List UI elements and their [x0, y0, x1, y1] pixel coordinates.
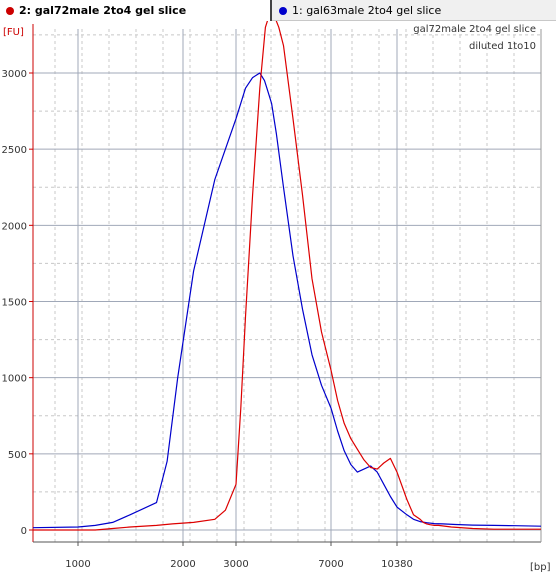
x-tick-label: 7000	[318, 559, 343, 570]
y-tick-label: 500	[8, 450, 27, 461]
red-dot-icon	[6, 6, 14, 15]
x-axis-label: [bp]	[530, 562, 551, 573]
series	[32, 21, 542, 531]
x-tick-label: 10380	[381, 559, 413, 570]
labels: [FU] [bp] gal72male 2to4 gel slice dilut…	[2, 24, 551, 573]
tab-sample-1[interactable]: 1: gal63male 2to4 gel slice	[273, 0, 556, 21]
y-tick-label: 0	[21, 526, 27, 537]
series-line-sample-2	[33, 21, 541, 531]
chart-svg: [FU] [bp] gal72male 2to4 gel slice dilut…	[2, 21, 551, 573]
blue-dot-icon	[279, 6, 287, 15]
tab-label: 2: gal72male 2to4 gel slice	[19, 4, 187, 17]
annotation-dilution: diluted 1to10	[469, 41, 536, 52]
y-tick-label: 3000	[2, 69, 27, 80]
tab-sample-2[interactable]: 2: gal72male 2to4 gel slice	[0, 0, 272, 21]
tab-bar: 2: gal72male 2to4 gel slice 1: gal63male…	[0, 0, 556, 21]
x-tick-label: 1000	[65, 559, 90, 570]
grid	[33, 29, 541, 542]
tab-label: 1: gal63male 2to4 gel slice	[292, 4, 442, 17]
electropherogram-chart: [FU] [bp] gal72male 2to4 gel slice dilut…	[0, 21, 556, 586]
axes	[29, 24, 542, 546]
x-tick-label: 2000	[170, 559, 195, 570]
y-tick-label: 1500	[2, 298, 27, 309]
y-tick-label: 2000	[2, 221, 27, 232]
y-tick-label: 2500	[2, 145, 27, 156]
y-tick-label: 1000	[2, 374, 27, 385]
annotation-sample-name: gal72male 2to4 gel slice	[413, 24, 536, 35]
x-tick-label: 3000	[223, 559, 248, 570]
y-axis-label: [FU]	[3, 27, 24, 38]
